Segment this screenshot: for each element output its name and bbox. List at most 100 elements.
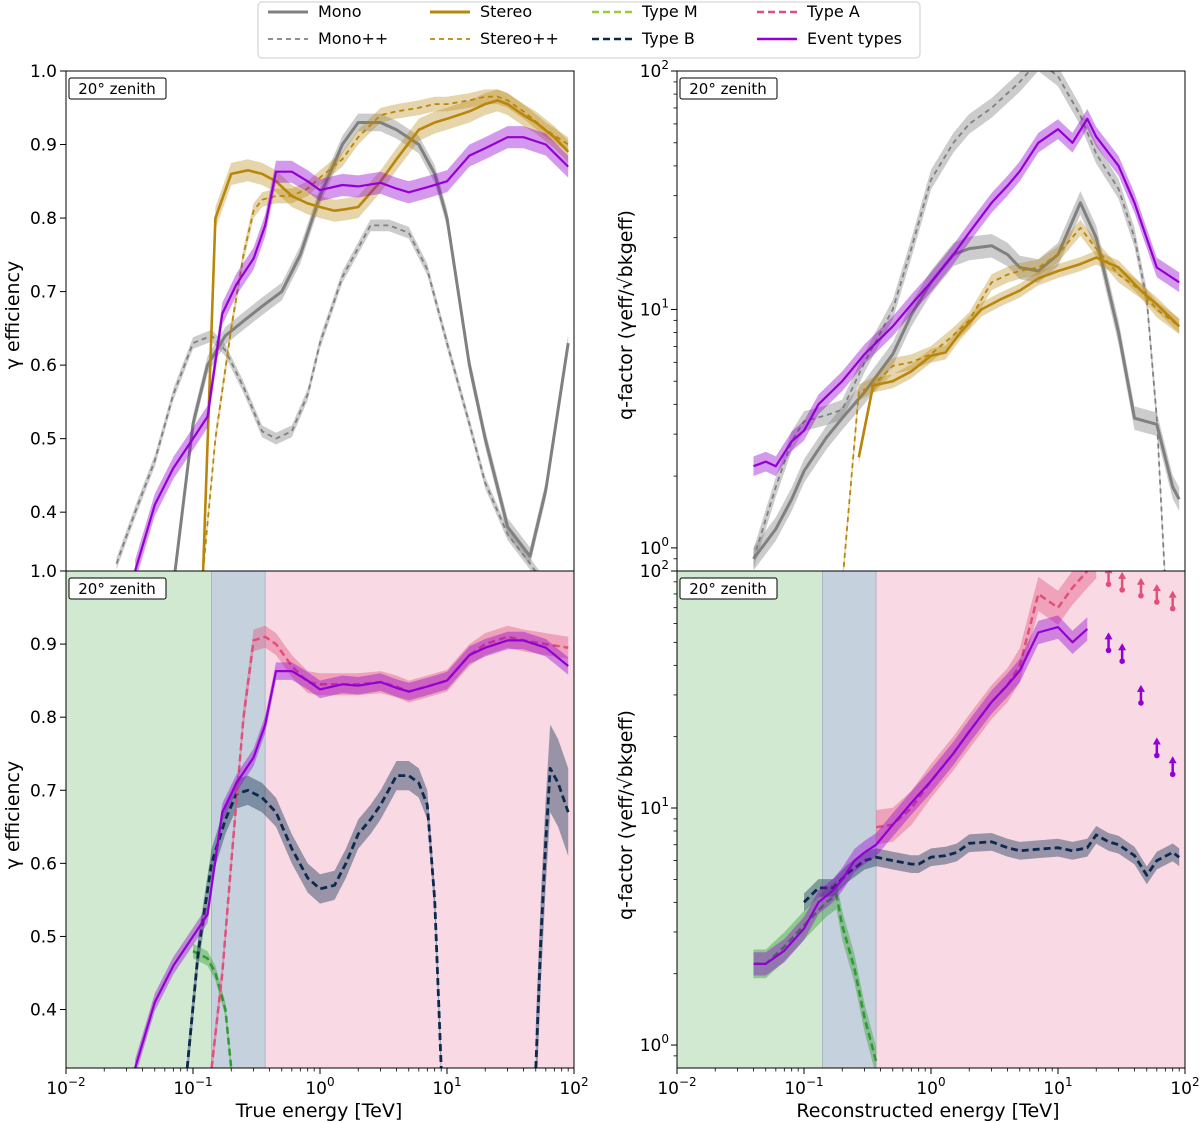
region-type-m bbox=[677, 571, 823, 1068]
zenith-box bbox=[68, 577, 167, 600]
series-line-stereo bbox=[202, 95, 569, 571]
legend-box bbox=[257, 1, 921, 59]
y-tick-label: 102 bbox=[640, 58, 669, 82]
xlabel-bottom-right: Reconstructed energy [TeV] bbox=[796, 1100, 1059, 1122]
panel-bottom-right-q-factor: 10−2 10−1 100 101 102 100 101 102 20° zenith bbox=[640, 558, 1200, 1099]
lower-limit-point bbox=[1138, 700, 1144, 706]
lower-limit-arrowhead bbox=[1152, 583, 1161, 591]
x-tick-label: 100 bbox=[916, 1075, 945, 1099]
zenith-label: 20° zenith bbox=[689, 80, 767, 98]
x-tick-label: 101 bbox=[1043, 1075, 1072, 1099]
series-line-event-types bbox=[134, 136, 569, 571]
band-stereo bbox=[842, 219, 1180, 571]
legend-label-type-b: Type B bbox=[641, 29, 695, 48]
x-tick-label: 100 bbox=[305, 1075, 334, 1099]
ylabel-top-right: q-factor (γeff/√bkgeff) bbox=[615, 210, 637, 420]
series-line-mono bbox=[752, 201, 1181, 560]
lower-limit-arrowhead bbox=[1168, 756, 1177, 764]
y-tick-label: 0.5 bbox=[30, 430, 57, 450]
region-type-a bbox=[264, 571, 574, 1068]
y-tick-label: 101 bbox=[640, 296, 669, 320]
lower-limit-point bbox=[1169, 771, 1176, 778]
lower-limit-point bbox=[1105, 581, 1112, 588]
zenith-label: 20° zenith bbox=[78, 580, 156, 598]
series-line-event-types bbox=[753, 625, 1089, 966]
x-tick-label: 10−2 bbox=[657, 1075, 696, 1099]
lower-limit-point bbox=[1105, 647, 1112, 654]
y-tick-label: 100 bbox=[640, 535, 669, 559]
y-tick-label: 0.7 bbox=[30, 781, 57, 801]
legend-label-stereo: Stereo++ bbox=[480, 29, 559, 48]
series-line-type-a bbox=[210, 635, 569, 1068]
zenith-annotation: 20° zenith bbox=[68, 577, 167, 600]
x-tick-label: 10−1 bbox=[173, 1075, 212, 1099]
y-tick-label: 0.9 bbox=[30, 635, 57, 655]
legend-label-stereo: Stereo bbox=[480, 2, 532, 21]
band-stereo bbox=[858, 250, 1180, 465]
y-tick-label: 1.0 bbox=[30, 562, 57, 582]
series-line-type-b bbox=[534, 766, 570, 1068]
plot-area bbox=[115, 89, 570, 571]
lower-limit-arrowhead bbox=[1152, 737, 1161, 745]
y-tick-label: 0.4 bbox=[30, 503, 57, 523]
lower-limit-point bbox=[1138, 592, 1144, 599]
series-line-mono bbox=[752, 71, 1166, 571]
series-line-type-a bbox=[876, 571, 1089, 829]
lower-limit-point bbox=[1119, 658, 1125, 664]
legend-label-type-a: Type A bbox=[806, 2, 860, 21]
y-tick-label: 0.6 bbox=[30, 854, 57, 874]
zenith-annotation: 20° zenith bbox=[679, 77, 778, 100]
lower-limit-arrowhead bbox=[1168, 590, 1177, 598]
band-type-b bbox=[187, 761, 442, 1068]
ylabel-bottom-left: γ efficiency bbox=[2, 761, 24, 870]
plot-area bbox=[752, 71, 1181, 571]
lower-limit-point bbox=[1119, 587, 1125, 593]
series-line-type-b bbox=[185, 774, 443, 1068]
lower-limit-arrowhead bbox=[1118, 571, 1127, 579]
lower-limit-arrowhead bbox=[1104, 632, 1113, 640]
lower-limit-arrowhead bbox=[1104, 571, 1113, 574]
band-event-types bbox=[753, 109, 1180, 477]
zenith-annotation: 20° zenith bbox=[679, 577, 778, 600]
y-tick-label: 0.4 bbox=[30, 1001, 57, 1021]
band-mono bbox=[116, 219, 540, 571]
series-line-event-types bbox=[753, 117, 1180, 468]
lower-limit-point bbox=[1154, 752, 1160, 759]
series-line-mono bbox=[115, 224, 537, 571]
xlabel-bottom-left: True energy [TeV] bbox=[235, 1100, 403, 1122]
y-tick-label: 0.8 bbox=[30, 708, 57, 728]
plot-area bbox=[677, 571, 1185, 1068]
lower-limit-arrowhead bbox=[1136, 684, 1145, 692]
legend-label-type-m: Type M bbox=[641, 2, 698, 21]
series-line-stereo bbox=[201, 99, 570, 571]
series-line-type-m bbox=[192, 949, 233, 1068]
y-tick-label: 101 bbox=[640, 795, 669, 819]
panel-top-right-q-factor: 100 101 102 20° zenith bbox=[640, 58, 1186, 577]
band-type-m bbox=[753, 880, 877, 1068]
zenith-box bbox=[68, 77, 167, 100]
x-tick-label: 102 bbox=[559, 1075, 588, 1099]
region-type-b bbox=[822, 571, 877, 1068]
lower-limit-arrowhead bbox=[1118, 643, 1127, 651]
zenith-box bbox=[679, 77, 778, 100]
y-tick-label: 0.5 bbox=[30, 927, 57, 947]
x-tick-label: 10−1 bbox=[784, 1075, 823, 1099]
panel-top-left-gamma-efficiency: 0.4 0.5 0.6 0.7 0.8 0.9 1.0 20° zenith bbox=[30, 62, 575, 577]
y-tick-label: 102 bbox=[640, 558, 669, 582]
y-tick-label: 1.0 bbox=[30, 62, 57, 82]
series-line-stereo bbox=[857, 256, 1181, 458]
y-tick-label: 0.6 bbox=[30, 356, 57, 376]
zenith-label: 20° zenith bbox=[689, 580, 767, 598]
legend: Mono Mono++ Stereo Stereo++ Type M Type B Type… bbox=[257, 1, 921, 59]
panel-bottom-left-gamma-efficiency: 10−2 10−1 100 101 102 0.4 0.5 0.6 0.7 0.8 0.9 1.0 20… bbox=[30, 562, 589, 1099]
ylabel-bottom-right: q-factor (γeff/√bkgeff) bbox=[615, 710, 637, 920]
series-line-type-b bbox=[803, 833, 1181, 904]
ylabel-top-left: γ efficiency bbox=[2, 261, 24, 370]
legend-label-mono: Mono bbox=[318, 2, 362, 21]
series-line-mono bbox=[173, 121, 570, 571]
legend-label-event-types: Event types bbox=[807, 29, 902, 48]
y-tick-label: 100 bbox=[640, 1032, 669, 1056]
y-tick-label: 0.7 bbox=[30, 283, 57, 303]
zenith-box bbox=[679, 577, 778, 600]
region-type-a bbox=[875, 571, 1185, 1068]
